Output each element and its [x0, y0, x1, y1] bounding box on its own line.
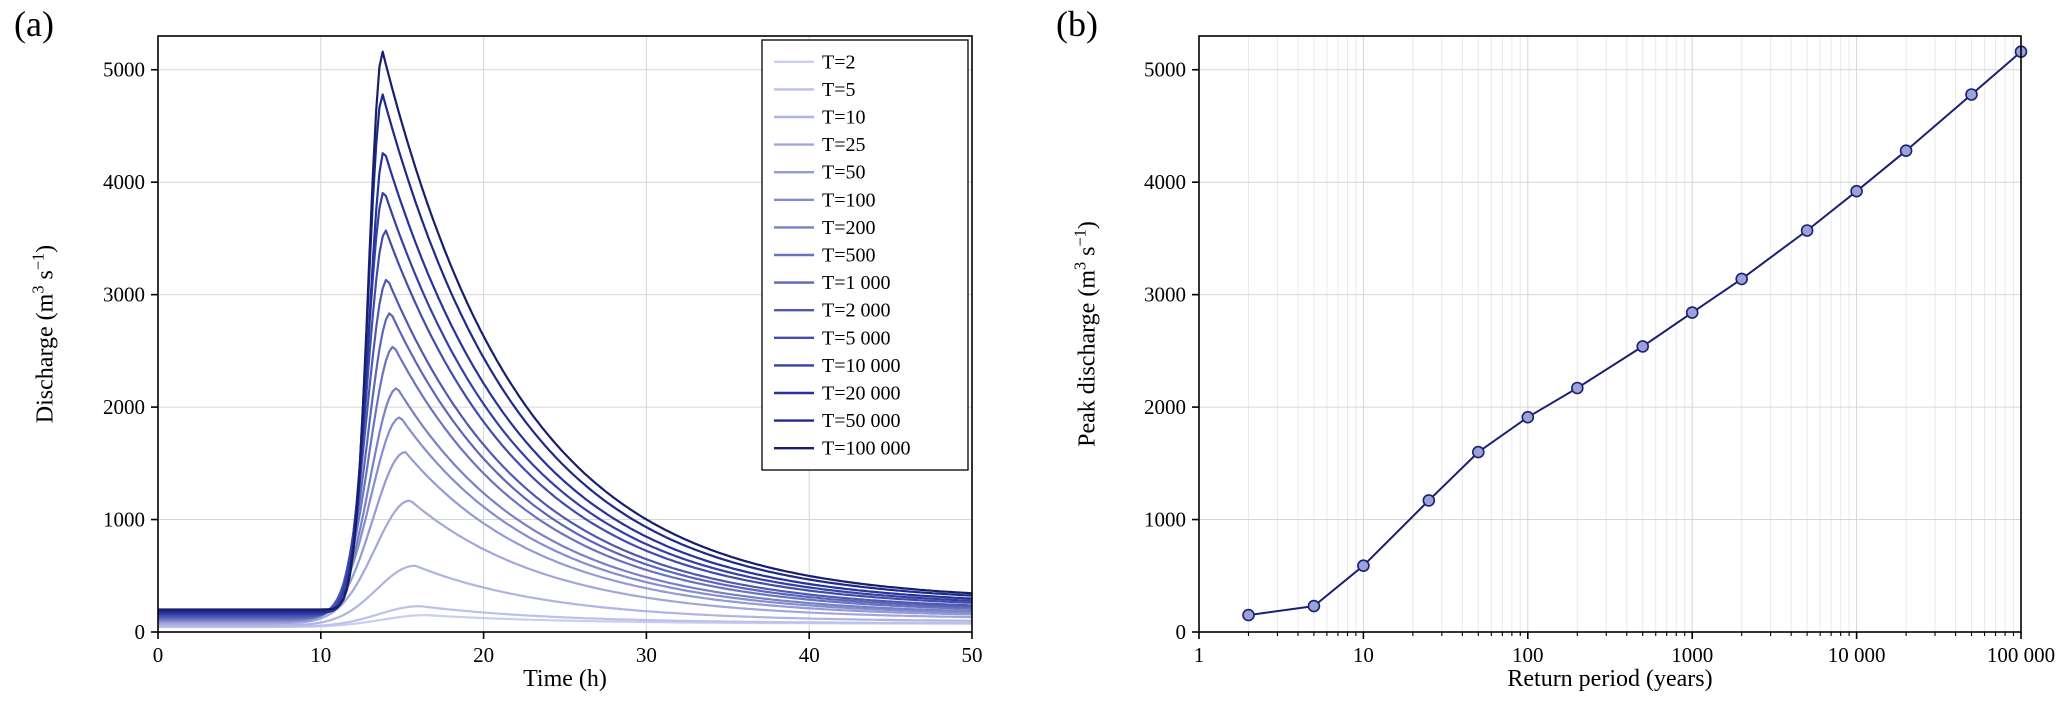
svg-text:1000: 1000: [1144, 508, 1186, 532]
svg-text:T=5 000: T=5 000: [822, 327, 891, 349]
svg-text:20: 20: [473, 643, 494, 667]
svg-text:30: 30: [636, 643, 657, 667]
svg-text:0: 0: [1176, 620, 1187, 644]
svg-text:10: 10: [1353, 643, 1374, 667]
svg-text:1000: 1000: [103, 508, 145, 532]
svg-text:1000: 1000: [1671, 643, 1713, 667]
peak-discharge-chart: 1 10 100 1000 10 000 100 000 0 1000 2000 3000 4000…: [1144, 35, 2055, 667]
ylabel-b-pre: Peak discharge (m: [1074, 270, 1101, 447]
svg-text:T=1 000: T=1 000: [822, 272, 891, 294]
ylabel-b-sup2: −1: [1070, 229, 1090, 247]
svg-text:4000: 4000: [1144, 170, 1186, 194]
ylabel-b-sup1: 3: [1070, 261, 1090, 271]
svg-text:T=2 000: T=2 000: [822, 300, 891, 322]
svg-text:T=50: T=50: [822, 162, 866, 184]
panel-a-tag: (a): [14, 4, 54, 44]
panel-b: (b) 1 10 100 1000 10 000 100 000 0 1000 2000 3000…: [1034, 0, 2067, 718]
ylabel-b-mid: s: [1074, 246, 1101, 262]
svg-text:T=200: T=200: [822, 217, 876, 239]
svg-text:T=50 000: T=50 000: [822, 410, 901, 432]
hydrographs-chart: 0 10 20 30 40 50 0 1000 2000 3000 4000 5000 T=2 T=5 T=…: [103, 35, 983, 667]
svg-text:T=2: T=2: [822, 51, 856, 73]
svg-text:2000: 2000: [103, 395, 145, 419]
ylabel-a-sup2: −1: [28, 252, 48, 271]
ylabel-a-sup1: 3: [28, 285, 48, 294]
ylabel-b-post: ): [1074, 221, 1101, 230]
ylabel-a-pre: Discharge (m: [32, 293, 59, 424]
svg-text:100 000: 100 000: [1987, 643, 2055, 667]
svg-text:T=10: T=10: [822, 107, 866, 129]
svg-text:100: 100: [1512, 643, 1544, 667]
ylabel-a-post: ): [32, 244, 59, 253]
svg-text:40: 40: [799, 643, 820, 667]
panel-b-tag: (b): [1056, 4, 1098, 44]
svg-text:4000: 4000: [103, 170, 145, 194]
svg-text:T=20 000: T=20 000: [822, 383, 901, 405]
svg-text:5000: 5000: [103, 58, 145, 82]
svg-text:0: 0: [153, 643, 164, 667]
panel-a: (a) 0 10 20 30 40 50 0 1000 2000 3000 4000 5000 T=2 T…: [14, 4, 983, 692]
svg-text:T=500: T=500: [822, 245, 876, 267]
svg-text:T=100: T=100: [822, 189, 876, 211]
svg-text:0: 0: [135, 620, 146, 644]
svg-text:1: 1: [1194, 643, 1205, 667]
svg-text:5000: 5000: [1144, 58, 1186, 82]
svg-text:T=25: T=25: [822, 134, 866, 156]
svg-text:2000: 2000: [1144, 395, 1186, 419]
svg-text:3000: 3000: [103, 283, 145, 307]
svg-text:10 000: 10 000: [1828, 643, 1886, 667]
svg-text:10: 10: [310, 643, 331, 667]
ylabel-a-mid: s: [32, 270, 59, 286]
svg-text:T=10 000: T=10 000: [822, 355, 901, 377]
panel-b-xaxis-label: Return period (years): [1507, 666, 1713, 692]
svg-text:50: 50: [962, 643, 983, 667]
svg-text:T=100 000: T=100 000: [822, 438, 911, 460]
panel-a-xaxis-label: Time (h): [523, 666, 607, 692]
svg-text:T=5: T=5: [822, 79, 856, 101]
panel-a-yaxis-label: Discharge (m3 s−1): [29, 245, 60, 423]
panel-b-yaxis-label: Peak discharge (m3 s−1): [1071, 221, 1102, 447]
svg-text:3000: 3000: [1144, 283, 1186, 307]
